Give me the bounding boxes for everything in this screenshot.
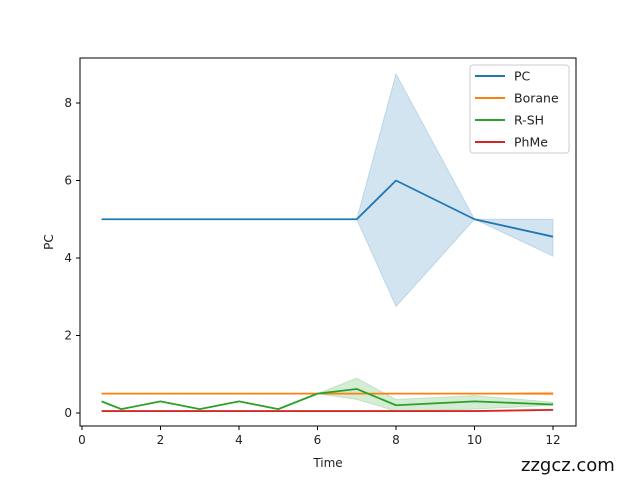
x-tick-label: 0 bbox=[78, 433, 86, 447]
x-tick-label: 10 bbox=[467, 433, 482, 447]
series-lines bbox=[101, 179, 554, 412]
legend-label-pc: PC bbox=[514, 69, 531, 84]
watermark: zzgcz.com bbox=[521, 455, 615, 476]
y-tick-label: 2 bbox=[64, 329, 72, 343]
legend-label-r-sh: R-SH bbox=[514, 113, 544, 128]
phme-line bbox=[101, 409, 554, 412]
r-sh-line bbox=[101, 388, 554, 411]
y-axis-ticks: 0 2 4 6 8 bbox=[64, 96, 80, 420]
y-tick-label: 8 bbox=[64, 96, 72, 110]
x-tick-label: 12 bbox=[545, 433, 560, 447]
x-axis-label: Time bbox=[312, 456, 342, 470]
y-tick-label: 6 bbox=[64, 174, 72, 188]
x-tick-label: 6 bbox=[314, 433, 322, 447]
x-tick-label: 4 bbox=[235, 433, 243, 447]
pc-ci-band bbox=[101, 72, 554, 308]
legend-label-borane: Borane bbox=[514, 91, 559, 106]
x-axis-ticks: 0 2 4 6 8 10 12 bbox=[78, 426, 561, 447]
x-tick-label: 8 bbox=[392, 433, 400, 447]
y-tick-label: 4 bbox=[64, 251, 72, 265]
plot-frame bbox=[79, 57, 577, 427]
pc-line bbox=[101, 179, 554, 238]
r-sh-ci-band bbox=[101, 377, 554, 412]
legend-label-phme: PhMe bbox=[514, 135, 548, 150]
x-tick-label: 2 bbox=[157, 433, 165, 447]
legend-box bbox=[469, 64, 570, 154]
legend: PC Borane R-SH PhMe bbox=[469, 64, 570, 154]
y-tick-label: 0 bbox=[64, 406, 72, 420]
y-axis-label: PC bbox=[42, 234, 56, 250]
